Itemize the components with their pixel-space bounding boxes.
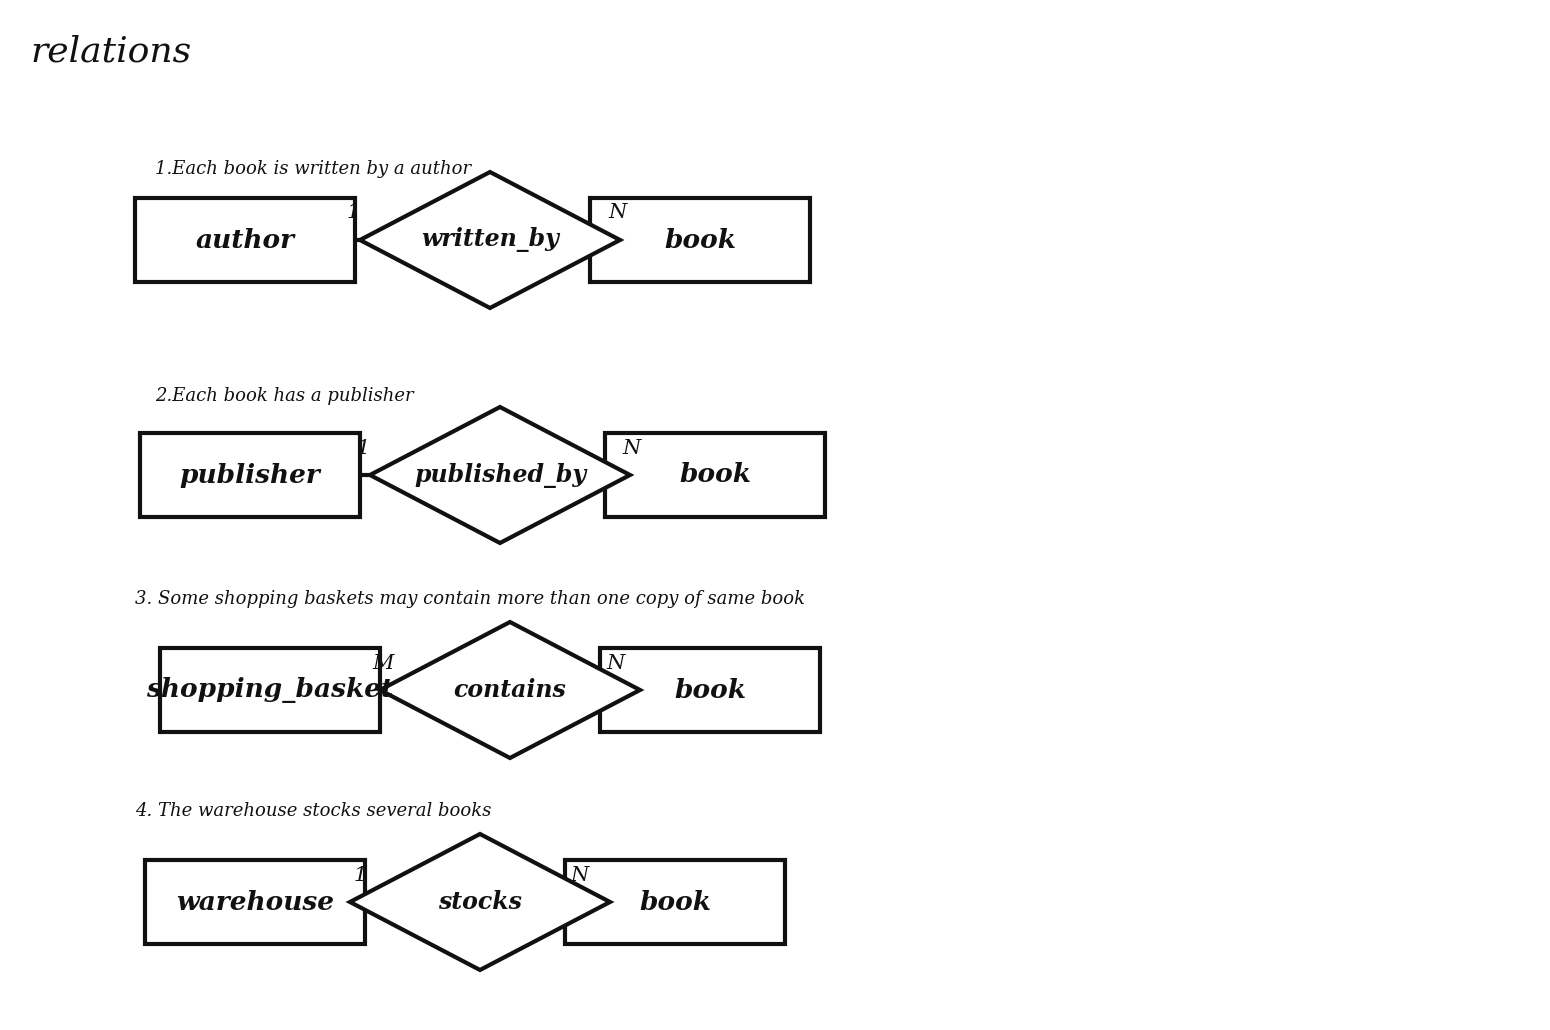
Text: 4. The warehouse stocks several books: 4. The warehouse stocks several books <box>135 802 491 820</box>
Text: N: N <box>623 439 642 458</box>
Text: warehouse: warehouse <box>177 890 333 915</box>
Text: written_by: written_by <box>422 228 560 252</box>
Text: 1: 1 <box>356 439 369 458</box>
Bar <box>591 198 811 282</box>
Text: stocks: stocks <box>439 890 522 914</box>
Text: book: book <box>679 462 752 487</box>
Polygon shape <box>350 834 611 970</box>
Text: 1: 1 <box>346 203 360 222</box>
Text: N: N <box>609 203 628 222</box>
Text: relations: relations <box>29 35 191 69</box>
Text: 1.Each book is written by a author: 1.Each book is written by a author <box>155 160 471 178</box>
Polygon shape <box>360 172 620 308</box>
Bar <box>140 433 360 517</box>
Bar <box>160 648 380 732</box>
Bar <box>566 860 784 945</box>
Bar <box>604 433 825 517</box>
Text: M: M <box>372 654 394 673</box>
Text: published_by: published_by <box>414 462 586 487</box>
Bar <box>146 860 364 945</box>
Text: author: author <box>195 228 294 252</box>
Bar <box>135 198 355 282</box>
Text: N: N <box>570 866 589 885</box>
Text: N: N <box>608 654 625 673</box>
Text: 3. Some shopping baskets may contain more than one copy of same book: 3. Some shopping baskets may contain mor… <box>135 590 804 608</box>
Text: contains: contains <box>454 678 566 702</box>
Text: shopping_basket: shopping_basket <box>146 677 394 703</box>
Bar <box>600 648 820 732</box>
Text: 2.Each book has a publisher: 2.Each book has a publisher <box>155 387 414 405</box>
Text: publisher: publisher <box>180 462 321 487</box>
Text: book: book <box>674 678 746 702</box>
Text: book: book <box>639 890 711 915</box>
Text: book: book <box>663 228 736 252</box>
Polygon shape <box>370 407 629 543</box>
Text: 1: 1 <box>353 866 367 885</box>
Polygon shape <box>380 622 640 758</box>
